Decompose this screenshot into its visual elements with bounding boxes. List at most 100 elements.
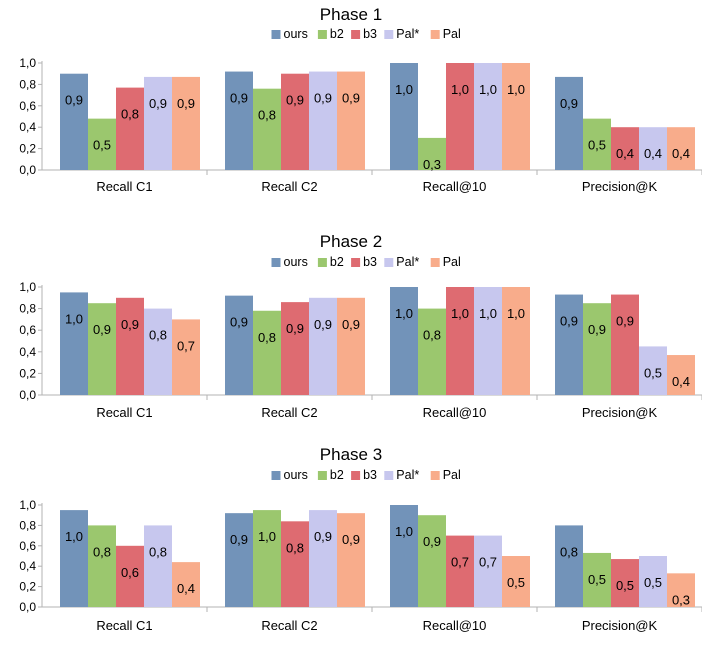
- bar-pal: [172, 562, 200, 607]
- bar-pal: [337, 297, 365, 395]
- bar-b2: [253, 510, 281, 607]
- data-label: 0,9: [230, 91, 248, 106]
- legend-label: b3: [363, 468, 377, 482]
- legend-label: ours: [284, 27, 308, 41]
- y-tick-label: 0,4: [19, 345, 36, 359]
- data-label: 0,4: [672, 374, 690, 389]
- bar-b3: [446, 63, 474, 170]
- bar-pal-star: [309, 297, 337, 395]
- y-tick-label: 1,0: [19, 280, 36, 294]
- legend-swatch: [317, 258, 327, 267]
- bar-ours: [390, 505, 418, 607]
- legend-swatch: [384, 258, 394, 267]
- bar-pal: [337, 513, 365, 607]
- legend-swatch: [430, 30, 440, 39]
- y-tick-label: 0,4: [19, 120, 36, 134]
- bar-b2: [253, 310, 281, 395]
- data-label: 0,5: [644, 365, 662, 380]
- legend-label: b3: [363, 27, 377, 41]
- bar-pal: [502, 556, 530, 607]
- data-label: 0,4: [644, 146, 662, 161]
- y-tick-label: 0,6: [19, 539, 36, 553]
- data-label: 0,9: [177, 96, 195, 111]
- bar-ours: [225, 513, 253, 607]
- y-tick-label: 1,0: [19, 498, 36, 512]
- legend-label: ours: [284, 255, 308, 269]
- bar-pal: [172, 319, 200, 395]
- data-label: 0,9: [423, 534, 441, 549]
- y-tick-label: 0,6: [19, 323, 36, 337]
- category-label: Recall@10: [423, 179, 487, 194]
- data-label: 0,8: [121, 107, 139, 122]
- y-tick-label: 0,0: [19, 600, 36, 614]
- data-label: 0,9: [588, 322, 606, 337]
- y-tick-label: 0,4: [19, 559, 36, 573]
- bar-pal: [667, 355, 695, 395]
- bar-b2: [253, 88, 281, 170]
- legend-label: Pal*: [396, 255, 419, 269]
- data-label: 0,5: [93, 138, 111, 153]
- legend-swatch: [384, 471, 394, 480]
- data-label: 0,7: [177, 338, 195, 353]
- category-label: Recall@10: [423, 618, 487, 633]
- legend-swatch: [384, 30, 394, 39]
- chart-phase-3: Phase 3 ours b2 b3 Pal* Pal 0,0 0,2 0,4 0,6 0,8 1,0…: [19, 445, 702, 633]
- bar-b2: [418, 137, 446, 170]
- category-label: Recall C1: [96, 405, 152, 420]
- data-label: 0,9: [286, 93, 304, 108]
- bar-pal-star: [639, 346, 667, 395]
- bar-b3: [116, 87, 144, 170]
- data-label: 0,5: [588, 138, 606, 153]
- category-label: Precision@K: [582, 618, 658, 633]
- category-label: Recall C1: [96, 618, 152, 633]
- legend-swatch: [430, 258, 440, 267]
- bar-ours: [555, 525, 583, 607]
- bar-b3: [116, 545, 144, 607]
- data-label: 0,9: [560, 314, 578, 329]
- data-label: 0,9: [121, 317, 139, 332]
- y-tick-label: 0,8: [19, 518, 36, 532]
- bar-b2: [418, 515, 446, 607]
- legend-swatch: [271, 258, 281, 267]
- bar-pal-star: [474, 63, 502, 170]
- data-label: 0,7: [451, 555, 469, 570]
- bar-pal-star: [639, 127, 667, 170]
- data-label: 0,8: [258, 330, 276, 345]
- legend-label: ours: [284, 468, 308, 482]
- data-label: 0,9: [65, 93, 83, 108]
- y-tick-label: 0,2: [19, 366, 36, 380]
- chart-phase-1: Phase 1 ours b2 b3 Pal* Pal 0,0 0,2 0,4 0,6 0,8 1,0…: [19, 5, 702, 194]
- data-label: 1,0: [479, 306, 497, 321]
- data-label: 0,9: [616, 314, 634, 329]
- bar-ours: [390, 287, 418, 395]
- data-label: 1,0: [479, 82, 497, 97]
- y-tick-label: 0,6: [19, 99, 36, 113]
- bar-ours: [225, 71, 253, 170]
- category-label: Recall C2: [261, 179, 317, 194]
- data-label: 0,4: [672, 146, 690, 161]
- data-label: 1,0: [258, 529, 276, 544]
- data-label: 0,5: [616, 578, 634, 593]
- data-label: 1,0: [395, 82, 413, 97]
- data-label: 0,5: [588, 572, 606, 587]
- legend-swatch: [351, 258, 361, 267]
- data-label: 0,9: [314, 317, 332, 332]
- data-label: 0,3: [672, 592, 690, 607]
- legend-swatch: [317, 471, 327, 480]
- data-label: 1,0: [451, 306, 469, 321]
- bar-pal-star: [474, 287, 502, 395]
- y-tick-label: 0,2: [19, 580, 36, 594]
- bar-b3: [281, 73, 309, 170]
- category-label: Recall C1: [96, 179, 152, 194]
- bar-pal-star: [474, 535, 502, 607]
- legend-label: b2: [330, 255, 344, 269]
- legend-swatch: [271, 30, 281, 39]
- y-tick-label: 0,8: [19, 302, 36, 316]
- data-label: 0,9: [342, 317, 360, 332]
- y-tick-label: 1,0: [19, 56, 36, 70]
- y-tick-label: 0,2: [19, 142, 36, 156]
- category-label: Recall C2: [261, 618, 317, 633]
- legend: ours b2 b3 Pal* Pal: [271, 27, 461, 41]
